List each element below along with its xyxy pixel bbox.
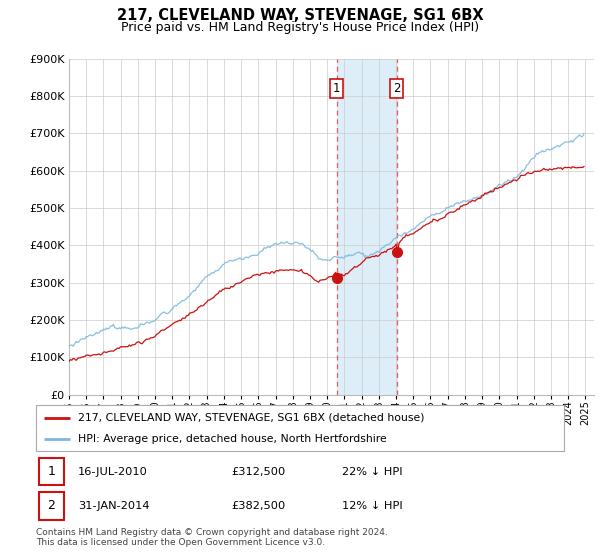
Text: 12% ↓ HPI: 12% ↓ HPI bbox=[342, 501, 403, 511]
Text: 217, CLEVELAND WAY, STEVENAGE, SG1 6BX: 217, CLEVELAND WAY, STEVENAGE, SG1 6BX bbox=[116, 8, 484, 24]
Text: 2: 2 bbox=[47, 500, 55, 512]
Bar bbox=[38, 458, 64, 486]
Text: 16-JUL-2010: 16-JUL-2010 bbox=[78, 466, 148, 477]
Text: Contains HM Land Registry data © Crown copyright and database right 2024.
This d: Contains HM Land Registry data © Crown c… bbox=[36, 528, 388, 547]
Text: Price paid vs. HM Land Registry's House Price Index (HPI): Price paid vs. HM Land Registry's House … bbox=[121, 21, 479, 34]
Bar bbox=[337, 59, 397, 395]
Text: £312,500: £312,500 bbox=[232, 466, 286, 477]
Text: £382,500: £382,500 bbox=[232, 501, 286, 511]
Text: 217, CLEVELAND WAY, STEVENAGE, SG1 6BX (detached house): 217, CLEVELAND WAY, STEVENAGE, SG1 6BX (… bbox=[78, 413, 425, 423]
Text: 31-JAN-2014: 31-JAN-2014 bbox=[78, 501, 150, 511]
Bar bbox=[38, 492, 64, 520]
Text: 1: 1 bbox=[333, 82, 340, 95]
Text: 1: 1 bbox=[47, 465, 55, 478]
Text: 2: 2 bbox=[393, 82, 401, 95]
Text: 22% ↓ HPI: 22% ↓ HPI bbox=[342, 466, 403, 477]
Text: HPI: Average price, detached house, North Hertfordshire: HPI: Average price, detached house, Nort… bbox=[78, 435, 387, 444]
